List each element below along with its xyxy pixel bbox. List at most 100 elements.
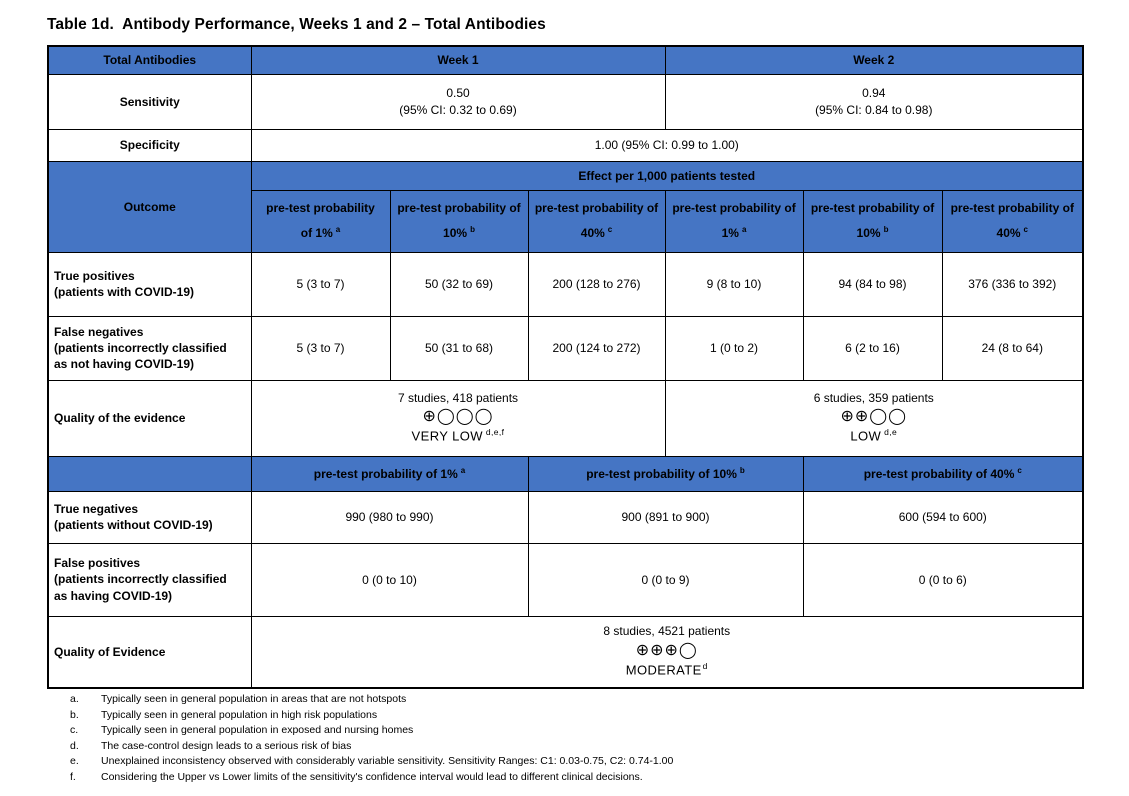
footnote-text: Typically seen in general population in … (101, 693, 407, 705)
footnote-letter: e. (70, 755, 79, 768)
subheader-line2: 40% (996, 226, 1021, 240)
false-negatives-value: 5 (3 to 7) (250, 315, 391, 381)
footnote-ref: c (607, 225, 613, 234)
quality-overall-cell: 8 studies, 4521 patients ⊕⊕⊕◯ MODERATEd (250, 615, 1084, 689)
footnote-text: Typically seen in general population in … (101, 724, 414, 737)
subheader-line2: 1% (721, 226, 739, 240)
rating-text: MODERATE (625, 662, 702, 678)
subheader-line2: 10% (443, 226, 468, 240)
footnote-ref: a (460, 466, 466, 475)
pretest-subheader-row: pre-test probability of 1% a pre-test pro… (48, 189, 1084, 253)
footnote-text: The case-control design leads to a serio… (101, 739, 352, 752)
header-text: pre-test probability of 40% (863, 467, 1015, 481)
section2-header-blank (47, 455, 252, 492)
footnote-ref: b (470, 225, 475, 234)
false-positives-row: False positives (patients incorrectly cl… (47, 542, 1084, 617)
specificity-row: Specificity 1.00 (95% CI: 0.99 to 1.00) (47, 128, 1084, 162)
quality-evidence2-label: Quality of Evidence (47, 615, 252, 689)
specificity-value: 1.00 (95% CI: 0.99 to 1.00) (250, 128, 1084, 162)
footnote-item: a. Typically seen in general population … (70, 692, 1070, 708)
quality-week2-studies: 6 studies, 359 patients (813, 390, 934, 405)
footnote-ref: a (741, 225, 747, 234)
sensitivity-week1-value: 0.50 (95% CI: 0.32 to 0.69) (250, 73, 666, 130)
subheader-w2-10pct: pre-test probability of 10% b (802, 189, 943, 253)
grade-circles-icon: ⊕◯◯◯ (422, 408, 494, 426)
true-positives-value: 200 (128 to 276) (527, 251, 666, 317)
antibody-performance-table: Total Antibodies Week 1 Week 2 Sensitivi… (47, 45, 1085, 689)
subheader-line1: pre-test probability of (950, 201, 1074, 215)
true-negatives-row: True negatives (patients without COVID-1… (47, 490, 1084, 544)
footnote-item: f. Considering the Upper vs Lower limits… (70, 770, 1070, 786)
quality-week1-studies: 7 studies, 418 patients (397, 390, 519, 405)
section2-header-40pct: pre-test probability of 40% c (802, 455, 1084, 492)
false-negatives-value: 6 (2 to 16) (802, 315, 943, 381)
subheader-line2: 40% (580, 226, 605, 240)
table-title: Table 1d. Antibody Performance, Weeks 1 … (47, 16, 546, 33)
specificity-label: Specificity (47, 128, 252, 162)
quality-overall-studies: 8 studies, 4521 patients (603, 624, 731, 639)
true-negatives-value: 990 (980 to 990) (250, 490, 529, 544)
subheader-line1: pre-test probability (266, 201, 375, 215)
footnote-ref: b (883, 225, 889, 234)
footnote-ref: d (702, 660, 708, 671)
false-positives-value: 0 (0 to 10) (250, 542, 529, 617)
false-negatives-value: 1 (0 to 2) (664, 315, 804, 381)
true-positives-value: 5 (3 to 7) (250, 251, 391, 317)
header-text: pre-test probability of 1% (313, 467, 458, 481)
footnote-letter: d. (70, 739, 79, 752)
true-positives-value: 9 (8 to 10) (664, 251, 804, 317)
footnote-text: Typically seen in general population in … (101, 708, 378, 721)
subheader-line2: of 1% (300, 226, 333, 240)
true-negatives-value: 900 (891 to 900) (527, 490, 804, 544)
true-positives-row: True positives (patients with COVID-19) … (47, 251, 1084, 317)
subheader-w1-40pct: pre-test probability of 40% c (527, 189, 666, 253)
subheader-line1: pre-test probability of (810, 201, 935, 215)
quality-week1-rating: VERY LOW d,e,f (257, 426, 660, 446)
false-positives-value: 0 (0 to 6) (802, 542, 1084, 617)
footnote-letter: a. (70, 693, 79, 705)
footnote-letter: b. (70, 708, 79, 721)
footnote-item: c. Typically seen in general population … (70, 723, 1070, 739)
true-negatives-label: True negatives (patients without COVID-1… (47, 490, 252, 544)
true-positives-value: 376 (336 to 392) (941, 251, 1084, 317)
false-negatives-row: False negatives (patients incorrectly cl… (47, 315, 1084, 381)
quality-evidence-row2: Quality of Evidence 8 studies, 4521 pati… (47, 615, 1084, 689)
false-negatives-value: 24 (8 to 64) (941, 315, 1084, 381)
footnote-item: e. Unexplained inconsistency observed wi… (70, 754, 1070, 770)
outcome-label: Outcome (47, 160, 252, 253)
true-negatives-value: 600 (594 to 600) (802, 490, 1084, 544)
subheader-line1: pre-test probability of (397, 201, 521, 215)
sensitivity-label: Sensitivity (47, 73, 252, 130)
subheader-line2: 10% (856, 226, 881, 240)
footnote-ref: c (1023, 225, 1028, 234)
header-total-antibodies: Total Antibodies (47, 45, 252, 75)
subheader-w2-40pct: pre-test probability of 40% c (941, 189, 1084, 253)
grade-circles-icon: ⊕⊕◯◯ (840, 408, 908, 426)
quality-week2-rating: LOW d,e (671, 426, 1078, 446)
footnote-item: d. The case-control design leads to a se… (70, 739, 1070, 755)
footnote-text: Considering the Upper vs Lower limits of… (101, 770, 643, 783)
rating-text: LOW (850, 428, 882, 444)
effect-header-row: Outcome Effect per 1,000 patients tested (47, 160, 1084, 253)
footnote-ref: c (1017, 466, 1022, 475)
false-positives-label: False positives (patients incorrectly cl… (47, 542, 252, 617)
section2-header-row: pre-test probability of 1% a pre-test pro… (47, 455, 1084, 492)
subheader-w2-1pct: pre-test probability of 1% a (664, 189, 804, 253)
header-week1: Week 1 (250, 45, 666, 75)
false-negatives-label: False negatives (patients incorrectly cl… (47, 315, 252, 381)
quality-week1-cell: 7 studies, 418 patients ⊕◯◯◯ VERY LOW d,e… (250, 379, 666, 457)
footnote-item: b. Typically seen in general population … (70, 708, 1070, 724)
footnote-ref: d,e,f (485, 427, 505, 438)
quality-week2-cell: 6 studies, 359 patients ⊕⊕◯◯ LOW d,e (664, 379, 1084, 457)
false-negatives-value: 50 (31 to 68) (389, 315, 529, 381)
sensitivity-week2-value: 0.94 (95% CI: 0.84 to 0.98) (664, 73, 1084, 130)
false-positives-value: 0 (0 to 9) (527, 542, 804, 617)
footnote-ref: a (335, 225, 341, 234)
subheader-line1: pre-test probability of (534, 201, 659, 215)
header-text: pre-test probability of 10% (586, 467, 737, 481)
true-positives-value: 94 (84 to 98) (802, 251, 943, 317)
subheader-w1-1pct: pre-test probability of 1% a (250, 189, 391, 253)
footnote-letter: c. (70, 724, 79, 737)
section2-header-10pct: pre-test probability of 10% b (527, 455, 804, 492)
